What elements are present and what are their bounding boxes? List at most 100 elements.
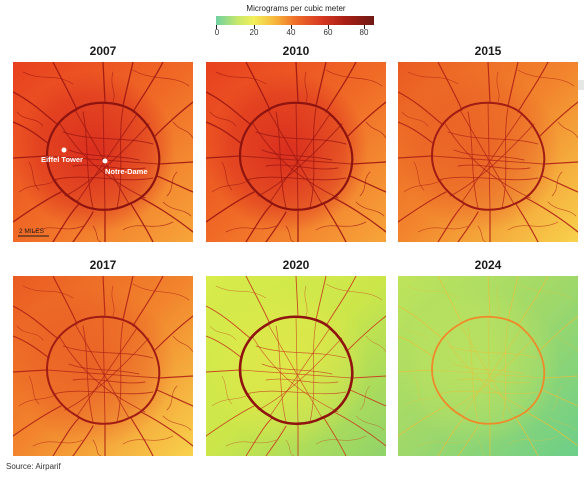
radial-road bbox=[156, 175, 193, 193]
inner-road bbox=[449, 337, 535, 411]
radial-road bbox=[398, 369, 433, 373]
inner-road bbox=[64, 337, 150, 411]
minor-road bbox=[172, 121, 193, 139]
minor-road bbox=[401, 111, 429, 127]
radial-road bbox=[398, 405, 447, 437]
radial-road bbox=[52, 203, 80, 242]
map-2007: Eiffel Tower Notre-Dame 2 MILES bbox=[13, 62, 193, 242]
minor-road bbox=[162, 201, 192, 217]
legend-tick bbox=[291, 25, 292, 29]
radial-road bbox=[525, 411, 578, 447]
radial-road bbox=[154, 315, 193, 351]
inner-road bbox=[72, 378, 146, 384]
inner-road bbox=[62, 131, 154, 145]
panel-title-2007: 2007 bbox=[89, 44, 117, 58]
radial-road bbox=[315, 62, 327, 107]
radial-road bbox=[437, 203, 465, 242]
minor-road bbox=[403, 179, 443, 193]
scale-label: 2 MILES bbox=[19, 228, 45, 235]
radial-road bbox=[323, 203, 347, 242]
legend-color-bar bbox=[216, 16, 374, 25]
city-concentration bbox=[398, 62, 578, 242]
inner-road bbox=[239, 155, 353, 165]
minor-road bbox=[365, 335, 386, 353]
radial-road bbox=[132, 276, 164, 327]
map-2015 bbox=[398, 62, 578, 242]
inner-road bbox=[58, 121, 146, 199]
minor-road bbox=[209, 111, 237, 127]
radial-road bbox=[487, 62, 491, 103]
minor-road bbox=[547, 415, 577, 431]
radial-road bbox=[206, 155, 241, 159]
minor-road bbox=[28, 161, 40, 191]
minor-road bbox=[172, 335, 193, 353]
radial-road bbox=[398, 155, 433, 159]
radial-road bbox=[295, 276, 299, 317]
radial-road bbox=[102, 276, 106, 317]
radial-road bbox=[13, 335, 50, 359]
radial-road bbox=[132, 62, 164, 113]
radial-road bbox=[525, 197, 578, 233]
inner-road bbox=[269, 113, 331, 203]
minor-road bbox=[304, 285, 308, 317]
inner-road bbox=[76, 113, 138, 203]
radial-road bbox=[72, 425, 94, 456]
minor-road bbox=[417, 439, 469, 447]
radial-road bbox=[515, 203, 539, 242]
radial-road bbox=[245, 62, 271, 111]
radial-road bbox=[206, 305, 251, 339]
legend-label-0: 0 bbox=[214, 28, 220, 37]
radial-road bbox=[156, 389, 193, 407]
radial-road bbox=[457, 425, 479, 456]
minor-road bbox=[221, 375, 233, 405]
radial-road bbox=[333, 197, 386, 233]
radial-road bbox=[349, 389, 386, 407]
city-concentration bbox=[398, 276, 578, 456]
radial-road bbox=[517, 62, 549, 113]
inner-road bbox=[461, 327, 523, 417]
color-legend: Micrograms per cubic meter 0 20 40 60 80 bbox=[215, 4, 376, 37]
minor-road bbox=[507, 221, 559, 231]
inner-road bbox=[255, 131, 347, 145]
minor-road bbox=[22, 285, 74, 299]
inner-road bbox=[457, 378, 531, 384]
minor-road bbox=[215, 285, 267, 299]
ring-road bbox=[45, 101, 161, 211]
minor-road bbox=[359, 385, 371, 411]
minor-road bbox=[413, 375, 425, 405]
radial-road bbox=[437, 276, 463, 325]
inner-road bbox=[437, 390, 539, 395]
radial-road bbox=[158, 375, 193, 379]
radial-road bbox=[347, 315, 386, 351]
minor-road bbox=[496, 71, 500, 103]
minor-road bbox=[365, 121, 386, 139]
radial-road bbox=[437, 417, 465, 456]
radial-road bbox=[206, 121, 243, 145]
radial-road bbox=[72, 211, 94, 242]
inner-road bbox=[52, 176, 154, 181]
radial-road bbox=[102, 62, 106, 103]
panel-title-2017: 2017 bbox=[89, 258, 117, 272]
minor-road bbox=[32, 225, 84, 233]
minor-road bbox=[22, 71, 74, 85]
minor-road bbox=[285, 225, 295, 242]
radial-road bbox=[52, 62, 78, 111]
radial-road bbox=[130, 417, 154, 456]
minor-road bbox=[517, 69, 575, 87]
radial-road bbox=[206, 369, 241, 373]
inner-road bbox=[461, 113, 523, 203]
inner-road bbox=[443, 335, 531, 413]
inner-road bbox=[431, 369, 545, 379]
radial-road bbox=[351, 375, 386, 379]
minor-road bbox=[477, 225, 487, 242]
radial-road bbox=[349, 175, 386, 193]
minor-road bbox=[407, 71, 459, 85]
legend-title: Micrograms per cubic meter bbox=[246, 4, 346, 13]
minor-road bbox=[413, 161, 425, 191]
inner-road bbox=[447, 345, 539, 359]
radial-road bbox=[122, 276, 134, 321]
radial-road bbox=[295, 62, 299, 103]
inner-road bbox=[72, 164, 146, 170]
minor-road bbox=[551, 385, 563, 411]
map-2020 bbox=[206, 276, 386, 456]
